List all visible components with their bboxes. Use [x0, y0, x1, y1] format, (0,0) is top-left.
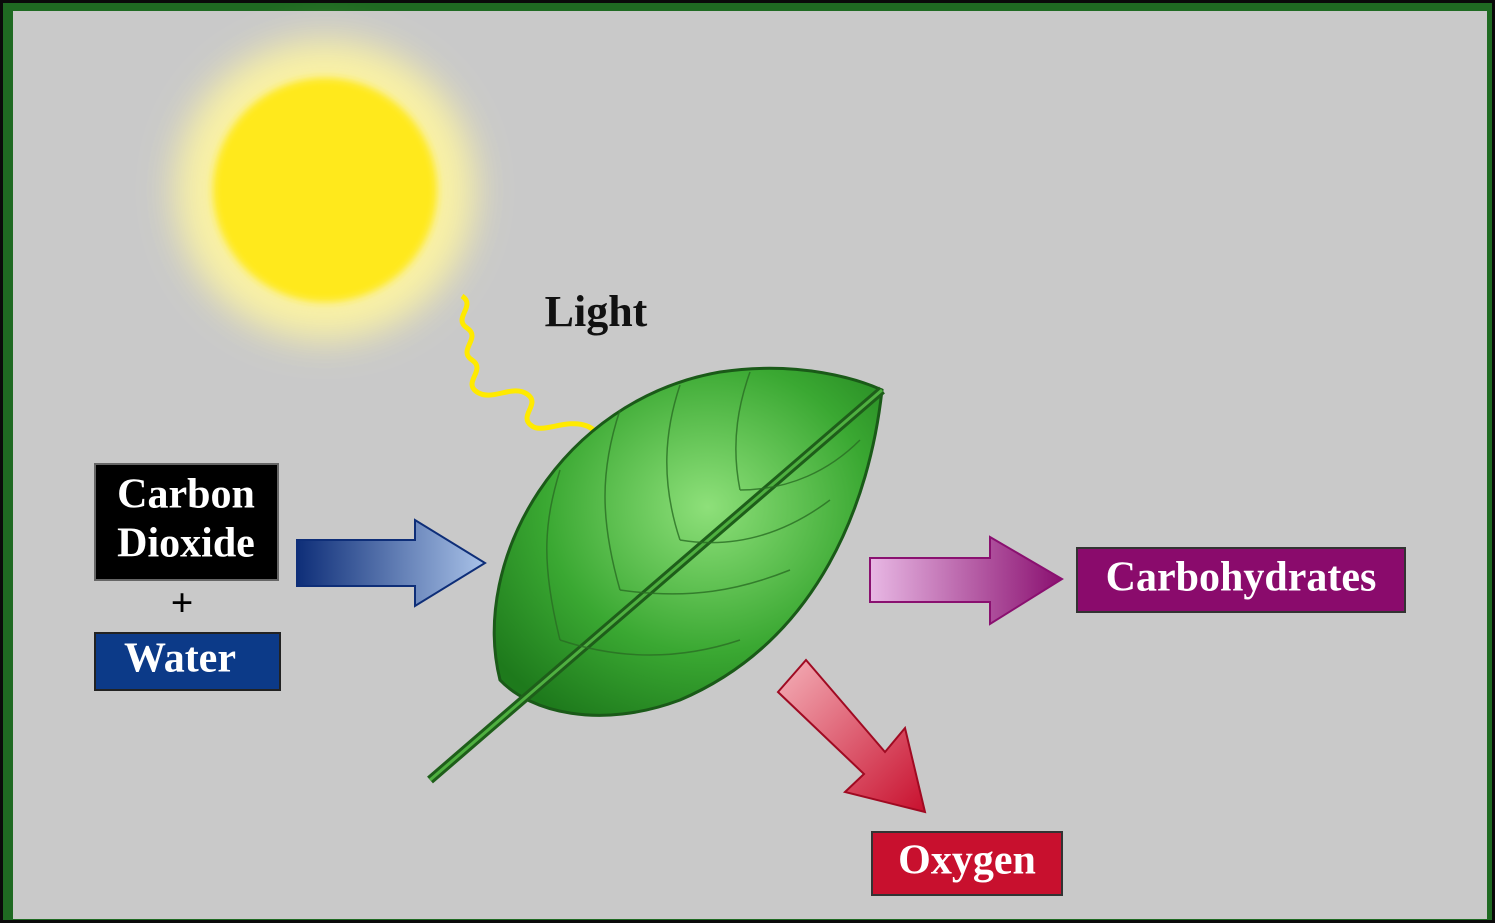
- water-box: [94, 632, 281, 691]
- light-label: Light: [545, 287, 648, 336]
- oxygen-arrow: [776, 658, 927, 814]
- input-arrow: [296, 518, 487, 608]
- light-ray: [459, 293, 605, 472]
- water-label: Water: [124, 636, 236, 682]
- carbohydrates-label: Carbohydrates: [1106, 555, 1377, 601]
- carbohydrates-arrow: [869, 535, 1064, 626]
- carbon-dioxide-label: Dioxide: [117, 521, 255, 567]
- carbon-dioxide-box: [94, 463, 279, 581]
- sun: [175, 40, 475, 340]
- oxygen-box: [871, 831, 1063, 896]
- leaf: [427, 366, 885, 784]
- oxygen-label: Oxygen: [898, 838, 1036, 884]
- carbon-dioxide-label: Carbon: [117, 472, 255, 518]
- plus-sign: +: [171, 580, 194, 625]
- carbohydrates-box: [1076, 547, 1406, 613]
